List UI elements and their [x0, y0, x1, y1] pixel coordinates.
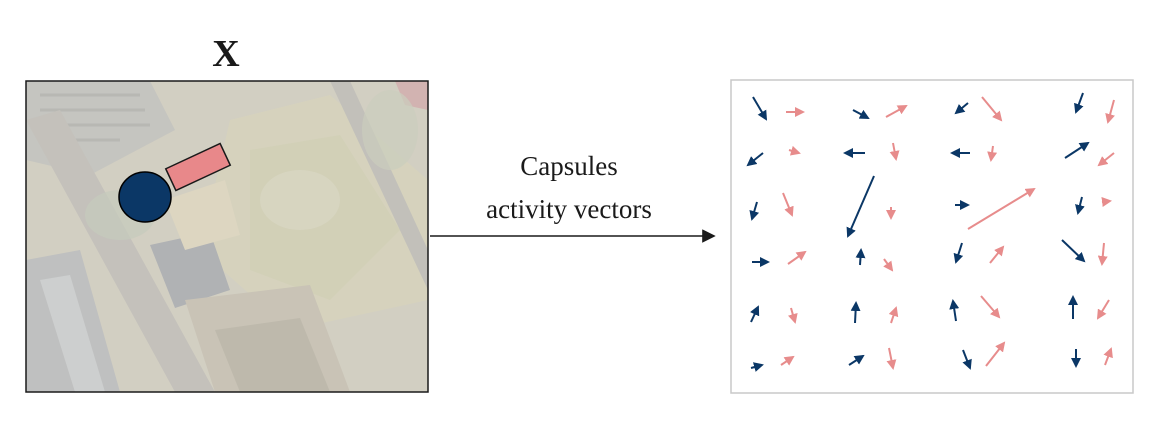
- navy-vector-arrow: [1074, 92, 1084, 114]
- pink-vector-arrow: [885, 105, 908, 118]
- pink-vector-arrow: [886, 347, 897, 370]
- navy-vector-arrow: [752, 96, 768, 121]
- aerial-photo: [26, 81, 428, 392]
- pink-vector-arrow: [889, 142, 900, 161]
- pink-vector-arrow: [787, 250, 807, 265]
- navy-vector-arrow: [750, 362, 764, 372]
- arrow-label-line1: Capsules: [520, 151, 618, 181]
- navy-vector-arrow: [850, 301, 861, 324]
- navy-vector-arrow: [1075, 196, 1085, 215]
- navy-vector-arrow: [852, 109, 870, 119]
- circle-marker: [118, 171, 172, 223]
- navy-vector-arrow: [962, 349, 972, 370]
- aerial-photo-frame: [25, 80, 429, 393]
- pink-vector-arrow: [782, 192, 794, 217]
- pink-vector-arrow: [981, 96, 1003, 122]
- pink-vector-arrow: [1096, 299, 1110, 320]
- pink-vector-arrow: [788, 145, 801, 156]
- pink-vector-arrow: [989, 245, 1005, 264]
- pink-vector-arrow: [1103, 347, 1113, 366]
- pink-vector-arrow: [787, 307, 798, 324]
- pink-vector-arrow: [780, 355, 795, 366]
- navy-vector-arrow: [949, 299, 960, 322]
- pink-vector-arrow: [980, 295, 1001, 319]
- navy-vector-arrow: [848, 354, 865, 366]
- navy-vector-arrow: [749, 201, 760, 221]
- navy-vector-arrow: [846, 175, 875, 238]
- pink-vector-arrow: [883, 258, 894, 272]
- pink-vector-arrow: [1097, 152, 1115, 167]
- navy-vector-arrow: [1064, 141, 1090, 159]
- pink-vector-arrow: [967, 187, 1036, 230]
- pink-vector-arrow: [1097, 242, 1108, 266]
- navy-vector-arrow: [746, 152, 764, 167]
- input-label: X: [212, 33, 239, 75]
- pink-vector-arrow: [1101, 197, 1112, 207]
- pink-vector-arrow: [987, 145, 998, 162]
- pink-vector-arrow: [985, 341, 1006, 367]
- capsule-vectors: [746, 92, 1115, 372]
- arrow-label-line2: activity vectors: [486, 194, 652, 224]
- pink-vector-arrow: [1105, 99, 1115, 124]
- navy-vector-arrow: [953, 242, 964, 264]
- navy-vector-arrow: [954, 102, 969, 115]
- capsule-vector-panel: [730, 79, 1134, 394]
- navy-vector-arrow: [750, 305, 760, 323]
- pink-vector-arrow: [888, 306, 899, 324]
- navy-vector-arrow: [1061, 239, 1086, 263]
- navy-vector-arrow: [855, 248, 866, 266]
- rectangle-marker: [164, 142, 232, 192]
